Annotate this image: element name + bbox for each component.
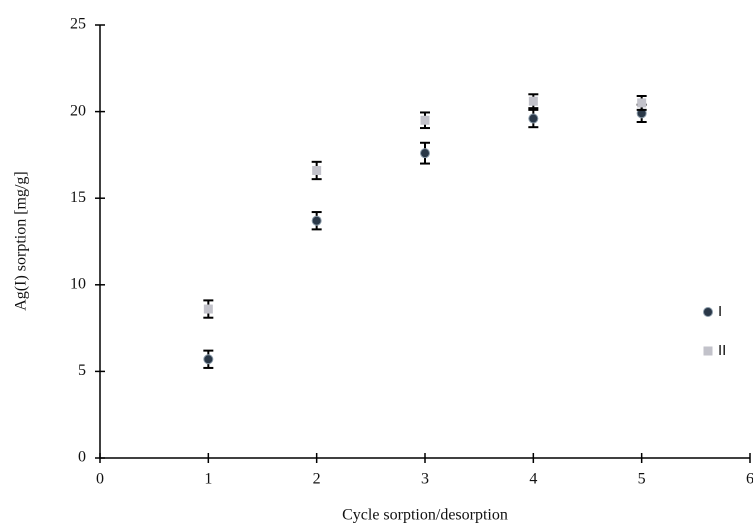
point (420, 115, 430, 125)
point (203, 354, 214, 365)
y-tick-label: 5 (78, 362, 86, 379)
y-axis-label: Ag(I) sorption [mg/g] (13, 171, 30, 311)
x-tick-label: 0 (96, 471, 104, 488)
x-tick-label: 1 (204, 471, 212, 488)
x-tick-label: 2 (313, 471, 321, 488)
x-tick-label: 4 (529, 471, 537, 488)
x-axis-label: Cycle sorption/desorption (342, 507, 508, 524)
legend-label: II (718, 342, 726, 359)
point (637, 98, 647, 108)
legend-marker (703, 307, 713, 317)
y-tick-label: 25 (70, 16, 86, 33)
y-tick-label: 0 (78, 449, 86, 466)
legend-label: I (718, 303, 722, 320)
point (528, 96, 538, 106)
y-tick-label: 10 (70, 275, 86, 292)
x-tick-label: 5 (638, 471, 646, 488)
y-tick-label: 15 (70, 189, 86, 206)
legend-marker (703, 346, 713, 356)
point (528, 113, 539, 124)
point (420, 148, 430, 159)
point (311, 215, 322, 226)
x-tick-label: 3 (421, 471, 429, 488)
point (203, 304, 213, 314)
point (312, 165, 322, 175)
y-tick-label: 20 (70, 102, 86, 119)
x-tick-label: 6 (746, 471, 753, 488)
